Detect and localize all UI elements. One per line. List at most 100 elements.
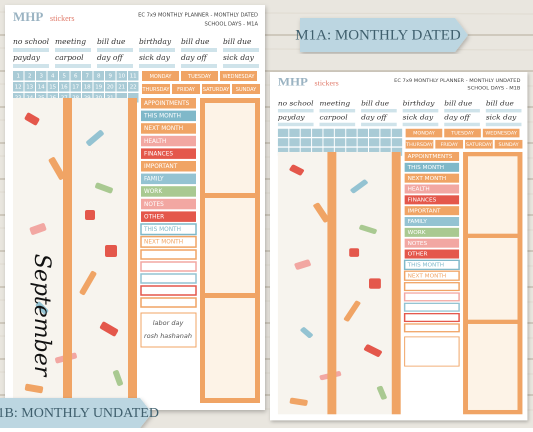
category-label: NOTES <box>408 241 428 247</box>
weekday-label-bg <box>465 139 493 149</box>
date-cell <box>24 93 35 103</box>
category-label-bg <box>141 110 196 122</box>
note-box <box>468 323 518 410</box>
date-cell <box>93 93 104 103</box>
date-cell <box>334 128 346 137</box>
date-cell <box>380 128 391 137</box>
category-label-bg <box>140 235 197 248</box>
checkbox-strip <box>403 313 460 323</box>
word-underline <box>181 64 217 68</box>
date-cell <box>82 93 93 103</box>
date-cell <box>105 93 116 103</box>
school-supply <box>95 182 113 194</box>
weekday-label: MONDAY <box>413 131 435 137</box>
date-number: 4 <box>51 74 55 80</box>
school-supply <box>113 370 123 386</box>
date-cell <box>312 128 323 137</box>
word-sticker: bill due <box>486 100 514 107</box>
date-cell <box>300 138 312 147</box>
word-sticker: no school <box>278 100 314 107</box>
category-label-bg <box>141 161 196 172</box>
weekday-label-bg <box>405 128 443 138</box>
category-label: FAMILY <box>144 177 164 183</box>
date-cell <box>277 128 289 137</box>
word-underline <box>277 108 314 113</box>
category-label: WORK <box>408 230 426 236</box>
sheet-title: EC 7x9 MONTHLY PLANNER - MONTHLY UNDATED <box>394 78 521 84</box>
weekday-label-bg <box>172 84 200 94</box>
date-cell <box>357 128 369 137</box>
school-supply <box>105 245 117 257</box>
date-cell <box>105 82 116 92</box>
date-cell <box>93 82 104 92</box>
tag-label: M1B: MONTHLY UNDATED <box>0 406 159 421</box>
word-underline <box>444 122 480 127</box>
date-number: 21 <box>118 85 125 91</box>
word-underline <box>402 122 439 127</box>
sticker-sheet: MHP stickers EC 7x9 MONTHLY PLANNER - MONT… <box>5 5 265 410</box>
word-underline <box>444 108 480 113</box>
date-cell <box>59 82 70 92</box>
school-supply <box>85 210 95 220</box>
weekday-label: WEDNESDAY <box>223 74 256 80</box>
word-underline <box>485 122 522 127</box>
category-label: OTHER <box>144 214 164 220</box>
weekday-label: THURSDAY <box>142 87 171 93</box>
word-sticker: birthday <box>403 100 435 107</box>
school-supply <box>349 248 360 257</box>
category-label: NEXT MONTH <box>408 176 447 182</box>
category-label: HEALTH <box>144 139 166 145</box>
category-label: THIS MONTH <box>407 165 445 171</box>
date-cell <box>47 93 58 103</box>
date-cell <box>391 138 403 147</box>
school-supply <box>79 270 97 296</box>
date-cell <box>312 138 323 147</box>
school-supply <box>294 259 311 270</box>
word-underline <box>277 122 314 127</box>
checkbox-strip <box>403 282 460 292</box>
category-label: THIS MONTH <box>143 227 181 233</box>
category-label: FINANCES <box>144 151 173 157</box>
checkbox-strip <box>140 297 197 308</box>
word-sticker: meeting <box>55 37 86 46</box>
date-cell <box>391 147 403 156</box>
date-cell <box>357 147 369 156</box>
date-cell <box>380 147 391 156</box>
category-label-bg <box>140 223 197 236</box>
word-sticker: sick day <box>403 114 434 121</box>
tag-label: M1A: MONTHLY DATED <box>295 27 461 43</box>
tag-top: M1A: MONTHLY DATED <box>295 18 468 52</box>
date-number: 10 <box>118 74 125 80</box>
date-cell <box>323 147 334 156</box>
category-label-bg <box>404 206 460 216</box>
date-cell <box>323 128 334 137</box>
date-number: 17 <box>72 85 79 91</box>
date-cell <box>312 147 323 156</box>
date-cell <box>105 71 116 81</box>
category-label: NEXT MONTH <box>144 126 183 132</box>
weekday-label-bg <box>142 84 170 94</box>
checkbox-strip <box>403 302 460 312</box>
weekday-label-bg <box>232 84 260 94</box>
date-cell <box>346 128 357 137</box>
word-underline <box>181 48 217 52</box>
date-cell <box>82 82 93 92</box>
category-label-bg <box>404 238 460 248</box>
sheet-code: SCHOOL DAYS - M1B <box>467 86 520 92</box>
weekday-label: SUNDAY <box>236 87 257 93</box>
divider-strip <box>327 151 337 415</box>
weekday-label: MONDAY <box>150 74 173 80</box>
weekday-label: THURSDAY <box>405 142 433 148</box>
date-cell <box>13 82 24 92</box>
category-label-bg <box>403 259 460 271</box>
school-supply <box>359 224 377 234</box>
date-cell <box>277 147 289 156</box>
word-underline <box>139 48 175 52</box>
tag-bottom: M1B: MONTHLY UNDATED <box>0 398 159 428</box>
date-cell <box>346 138 357 147</box>
date-cell <box>70 93 81 103</box>
date-number: 8 <box>97 74 101 80</box>
date-cell <box>59 93 70 103</box>
holiday-box <box>140 312 197 348</box>
